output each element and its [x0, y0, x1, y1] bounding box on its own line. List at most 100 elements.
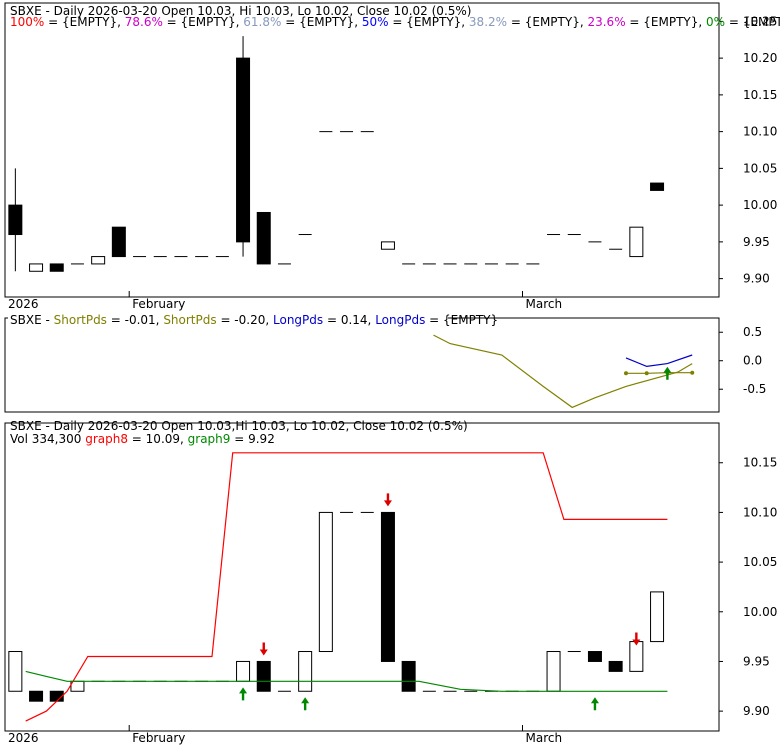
fib-value-3: = {EMPTY},	[389, 15, 469, 29]
signal-arrow-0	[239, 687, 248, 701]
series-graph9	[25, 670, 668, 692]
indicator-header-part-7: LongPds	[375, 313, 425, 327]
panel-frame-2	[4, 422, 720, 732]
price-header: SBXE - Daily 2026-03-20 Open 10.03, Hi 1…	[10, 4, 471, 18]
candle-2-30	[629, 641, 644, 672]
candle-0-1	[29, 263, 44, 272]
y-tick-label-2-5: 9.90	[743, 704, 770, 718]
candle-body-down	[111, 226, 126, 258]
indicator-arrow-0	[663, 366, 672, 380]
y-tick-label-0-4: 10.05	[743, 161, 777, 175]
x-tick-label-2-1: February	[132, 731, 185, 745]
candle-body-up	[236, 660, 251, 682]
indicator-header-part-1: ShortPds	[54, 313, 107, 327]
candle-body-up	[629, 226, 644, 258]
candle-0-30	[629, 226, 644, 258]
candle-body-up	[318, 511, 333, 653]
indicator-header-part-3: ShortPds	[163, 313, 216, 327]
y-tick-label-2-4: 9.95	[743, 654, 770, 668]
panel-frame-1	[4, 317, 720, 413]
candle-2-31	[650, 591, 665, 643]
x-tick-label-2-2: March	[526, 731, 563, 745]
y-tick-label-0-1: 10.20	[743, 51, 777, 65]
fib-legend: 100% = {EMPTY}, 78.6% = {EMPTY}, 61.8% =…	[10, 15, 780, 29]
indicator-header-part-5: LongPds	[273, 313, 323, 327]
y-tick-label-1-0: 0.5	[743, 325, 762, 339]
indicator-series-0	[433, 334, 693, 409]
indicator-header-part-0: SBXE -	[10, 313, 54, 327]
candle-body-up	[298, 651, 313, 692]
fib-value-1: = {EMPTY},	[163, 15, 243, 29]
y-tick-label-0-5: 10.00	[743, 198, 777, 212]
candle-body-down	[401, 660, 416, 692]
candle-2-11	[236, 660, 251, 682]
volume-legend-part-4: = 9.92	[230, 432, 274, 446]
signal-arrow-5	[632, 632, 641, 646]
candle-body-down	[587, 651, 602, 662]
candle-0-18	[380, 241, 395, 250]
candle-body-down	[8, 204, 23, 236]
candle-0-5	[111, 226, 126, 258]
candle-body-up	[91, 256, 106, 265]
candle-0-31	[650, 182, 665, 191]
signal-arrow-3	[383, 493, 392, 507]
candle-body-down	[650, 182, 665, 191]
y-tick-label-2-2: 10.05	[743, 555, 777, 569]
y-tick-label-0-2: 10.15	[743, 88, 777, 102]
x-tick-label-0-1: February	[132, 297, 185, 311]
volume-legend: Vol 334,300 graph8 = 10.09, graph9 = 9.9…	[10, 432, 275, 446]
volume-legend-part-2: = 10.09,	[128, 432, 188, 446]
fib-value-6: = {EMPTY}	[725, 15, 780, 29]
indicator-header-part-2: = -0.01,	[107, 313, 163, 327]
fib-level-5: 23.6%	[587, 15, 625, 29]
candle-body-down	[49, 263, 64, 272]
fib-value-5: = {EMPTY},	[626, 15, 706, 29]
fib-level-2: 61.8%	[243, 15, 281, 29]
volume-legend-part-1: graph8	[85, 432, 128, 446]
candle-0-0	[8, 168, 23, 272]
candle-0-4	[91, 256, 106, 265]
indicator-header-part-6: = 0.14,	[323, 313, 375, 327]
candle-2-14	[298, 651, 313, 692]
indicator-header-bg	[8, 312, 448, 326]
candle-body-up	[29, 263, 44, 272]
candle-body-up	[8, 651, 23, 692]
y-tick-label-0-6: 9.95	[743, 235, 770, 249]
indicator-series-1-marker-1	[644, 371, 649, 376]
x-tick-label-0-2: March	[526, 297, 563, 311]
y-tick-label-0-7: 9.90	[743, 272, 770, 286]
candle-2-15	[318, 511, 333, 653]
candle-body-down	[29, 690, 44, 702]
fib-level-1: 78.6%	[125, 15, 163, 29]
indicator-series-1	[626, 372, 693, 374]
candle-body-down	[608, 660, 623, 672]
y-tick-label-2-1: 10.10	[743, 505, 777, 519]
candle-body-up	[380, 241, 395, 250]
volume-legend-part-0: Vol 334,300	[10, 432, 85, 446]
candle-body-down	[256, 211, 271, 265]
fib-level-4: 38.2%	[469, 15, 507, 29]
y-tick-label-2-3: 10.00	[743, 605, 777, 619]
signal-arrow-4	[590, 697, 599, 711]
indicator-header: SBXE - ShortPds = -0.01, ShortPds = -0.2…	[10, 313, 498, 327]
candle-body-down	[380, 511, 395, 662]
candle-0-11	[236, 36, 251, 257]
candle-body-up	[629, 641, 644, 672]
candle-0-12	[256, 211, 271, 265]
indicator-header-part-4: = -0.20,	[217, 313, 273, 327]
candle-2-26	[546, 651, 561, 692]
price-panel: 10.25 10.20 10.15 10.10 10.05 10.00 9.95 9.90 20…	[4, 2, 780, 311]
volume-legend-part-3: graph9	[188, 432, 231, 446]
fib-level-3: 50%	[362, 15, 389, 29]
candle-body-up	[70, 680, 85, 692]
candle-body-down	[236, 57, 251, 243]
candle-2-0	[8, 651, 23, 692]
series-graph8	[25, 452, 668, 722]
y-tick-label-1-1: 0.0	[743, 354, 762, 368]
indicator-header-part-8: = {EMPTY}	[425, 313, 498, 327]
indicator-series-1-marker-0	[624, 371, 628, 376]
candle-2-18	[380, 511, 395, 662]
fib-value-0: = {EMPTY},	[44, 15, 124, 29]
candle-0-2	[49, 263, 64, 272]
